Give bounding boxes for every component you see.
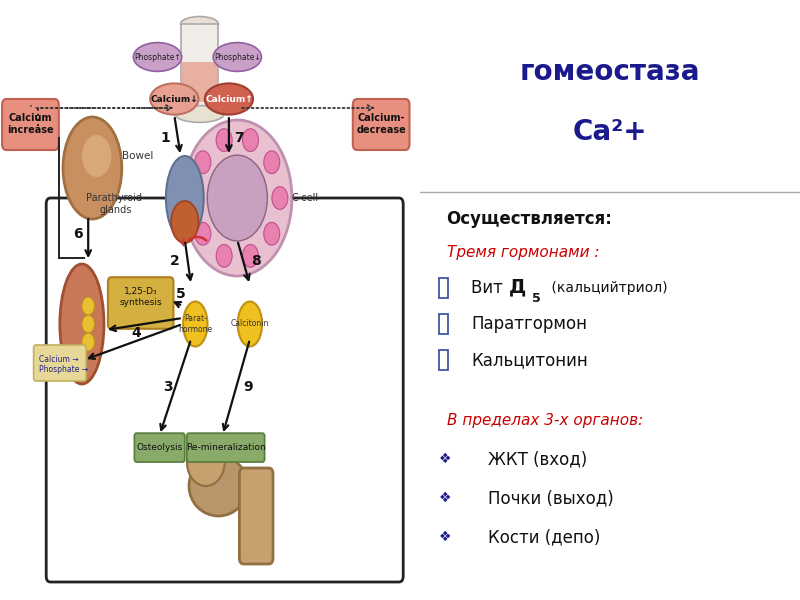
FancyBboxPatch shape	[439, 278, 448, 298]
Text: Phosphate↓: Phosphate↓	[214, 52, 261, 61]
Ellipse shape	[82, 315, 94, 333]
FancyBboxPatch shape	[2, 99, 59, 150]
FancyBboxPatch shape	[239, 468, 273, 564]
FancyBboxPatch shape	[134, 433, 185, 462]
FancyBboxPatch shape	[353, 99, 410, 150]
Text: C-cell: C-cell	[292, 193, 319, 203]
Text: Осуществляется:: Осуществляется:	[446, 210, 613, 228]
Text: Почки (выход): Почки (выход)	[488, 489, 614, 507]
Ellipse shape	[264, 151, 280, 173]
Ellipse shape	[60, 264, 104, 384]
Text: Calcium →: Calcium →	[39, 355, 78, 364]
Text: 5: 5	[176, 287, 186, 301]
Text: Calcium-
decrease: Calcium- decrease	[356, 113, 406, 135]
Text: 5: 5	[532, 292, 541, 305]
Text: 9: 9	[243, 380, 253, 394]
Ellipse shape	[63, 117, 122, 219]
Text: Calcium↓: Calcium↓	[150, 94, 198, 103]
Text: ❖: ❖	[439, 452, 451, 466]
Text: 2: 2	[170, 254, 179, 268]
Text: гомеостаза: гомеостаза	[520, 58, 700, 86]
Text: ЖКТ (вход): ЖКТ (вход)	[488, 450, 588, 468]
Text: 8: 8	[251, 254, 261, 268]
Text: Д: Д	[510, 277, 526, 296]
Text: В пределах 3-х органов:: В пределах 3-х органов:	[446, 413, 643, 427]
Ellipse shape	[82, 297, 94, 315]
Ellipse shape	[207, 155, 267, 241]
Text: Bowel: Bowel	[122, 151, 153, 161]
Ellipse shape	[187, 438, 225, 486]
FancyBboxPatch shape	[181, 24, 218, 114]
Text: 7: 7	[234, 131, 243, 145]
Ellipse shape	[205, 83, 253, 115]
Ellipse shape	[171, 201, 198, 243]
FancyBboxPatch shape	[439, 350, 448, 370]
Ellipse shape	[82, 333, 94, 351]
FancyBboxPatch shape	[182, 61, 217, 102]
Text: Тремя гормонами :: Тремя гормонами :	[446, 245, 599, 259]
Text: Паратгормон: Паратгормон	[471, 315, 587, 333]
Ellipse shape	[175, 106, 224, 122]
Text: Вит: Вит	[471, 279, 509, 297]
Text: ❖: ❖	[439, 530, 451, 544]
Text: 4: 4	[132, 326, 142, 340]
Text: Phosphate →: Phosphate →	[39, 364, 88, 373]
Text: Calcium
increase: Calcium increase	[7, 113, 54, 135]
Ellipse shape	[183, 301, 207, 346]
Ellipse shape	[186, 187, 202, 209]
Ellipse shape	[181, 16, 218, 31]
Ellipse shape	[213, 43, 262, 71]
Text: Calcitonin: Calcitonin	[230, 319, 269, 329]
Ellipse shape	[182, 120, 292, 276]
Ellipse shape	[195, 223, 211, 245]
Ellipse shape	[166, 156, 204, 240]
Text: ❖: ❖	[439, 491, 451, 505]
Text: Кости (депо): Кости (депо)	[488, 528, 601, 546]
Ellipse shape	[134, 43, 182, 71]
Text: Phosphate↑: Phosphate↑	[134, 52, 181, 61]
Ellipse shape	[264, 223, 280, 245]
FancyBboxPatch shape	[187, 433, 265, 462]
Text: 3: 3	[163, 380, 173, 394]
Text: 1: 1	[161, 131, 170, 145]
Text: Parathyroid-
glands: Parathyroid- glands	[86, 193, 146, 215]
FancyBboxPatch shape	[34, 345, 86, 381]
Ellipse shape	[189, 456, 248, 516]
Ellipse shape	[242, 244, 258, 267]
Ellipse shape	[272, 187, 288, 209]
Text: 6: 6	[73, 227, 82, 241]
Text: Calcium↑: Calcium↑	[205, 94, 253, 103]
Text: Parat-
hormone: Parat- hormone	[178, 314, 212, 334]
Ellipse shape	[150, 83, 198, 115]
Text: Re-mineralization: Re-mineralization	[186, 443, 266, 452]
Text: 1,25-D₃
synthesis: 1,25-D₃ synthesis	[119, 287, 162, 307]
Text: Osteolysis: Osteolysis	[137, 443, 182, 452]
Ellipse shape	[195, 151, 211, 173]
Ellipse shape	[216, 244, 232, 267]
Ellipse shape	[82, 135, 111, 177]
FancyBboxPatch shape	[439, 314, 448, 334]
Text: Кальцитонин: Кальцитонин	[471, 351, 588, 369]
Text: (кальцийтриол): (кальцийтриол)	[547, 281, 668, 295]
Ellipse shape	[238, 301, 262, 346]
Text: Ca²+: Ca²+	[573, 118, 647, 146]
Ellipse shape	[216, 129, 232, 152]
Ellipse shape	[242, 129, 258, 152]
FancyBboxPatch shape	[108, 277, 174, 329]
